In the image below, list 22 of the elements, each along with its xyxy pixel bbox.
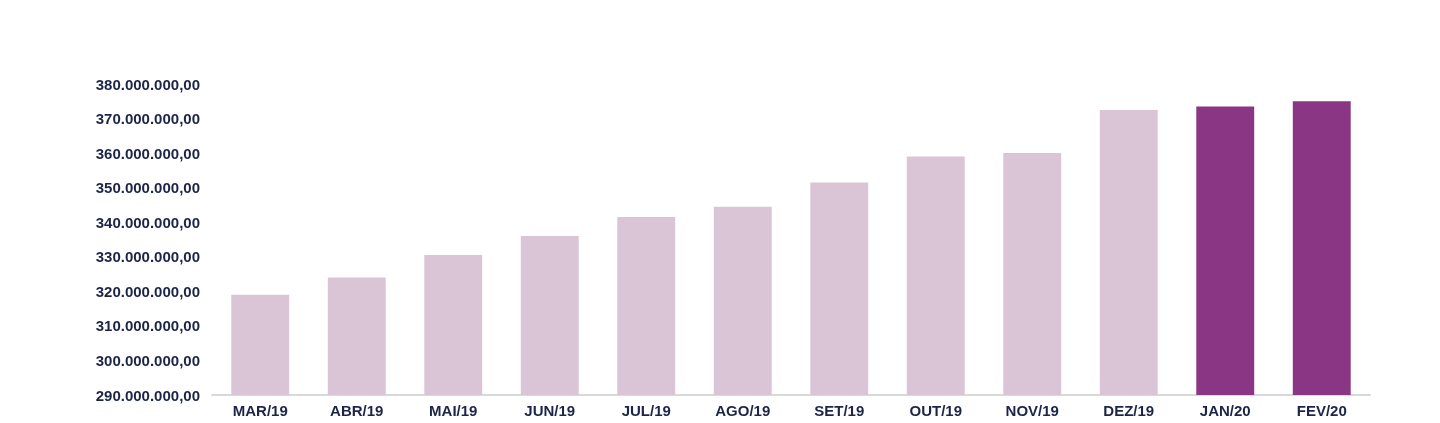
x-tick-label: JUN/19	[524, 402, 576, 419]
x-tick-label: JAN/20	[1199, 402, 1251, 419]
x-tick-label: DEZ/19	[1103, 402, 1155, 419]
y-tick-label: 310.000.000,00	[95, 317, 200, 335]
y-tick-label: 350.000.000,00	[95, 179, 200, 197]
x-tick-label: JUL/19	[621, 402, 671, 419]
y-tick-label: 380.000.000,00	[95, 75, 200, 93]
x-tick-label: NOV/19	[1005, 402, 1059, 419]
x-tick-label: AGO/19	[715, 402, 771, 419]
y-tick-label: 340.000.000,00	[95, 213, 200, 231]
y-tick-label: 370.000.000,00	[95, 110, 200, 128]
x-tick-label: ABR/19	[330, 402, 384, 419]
y-tick-label: 300.000.000,00	[95, 351, 200, 369]
x-tick-label: FEV/20	[1296, 402, 1347, 419]
y-tick-label: 290.000.000,00	[95, 386, 200, 404]
x-tick-label: MAR/19	[232, 402, 288, 419]
y-tick-label: 360.000.000,00	[95, 144, 200, 162]
x-tick-label: SET/19	[814, 402, 865, 419]
x-tick-label: OUT/19	[909, 402, 963, 419]
y-tick-label: 330.000.000,00	[95, 248, 200, 266]
x-tick-label: MAI/19	[429, 402, 478, 419]
y-tick-label: 320.000.000,00	[95, 282, 200, 300]
